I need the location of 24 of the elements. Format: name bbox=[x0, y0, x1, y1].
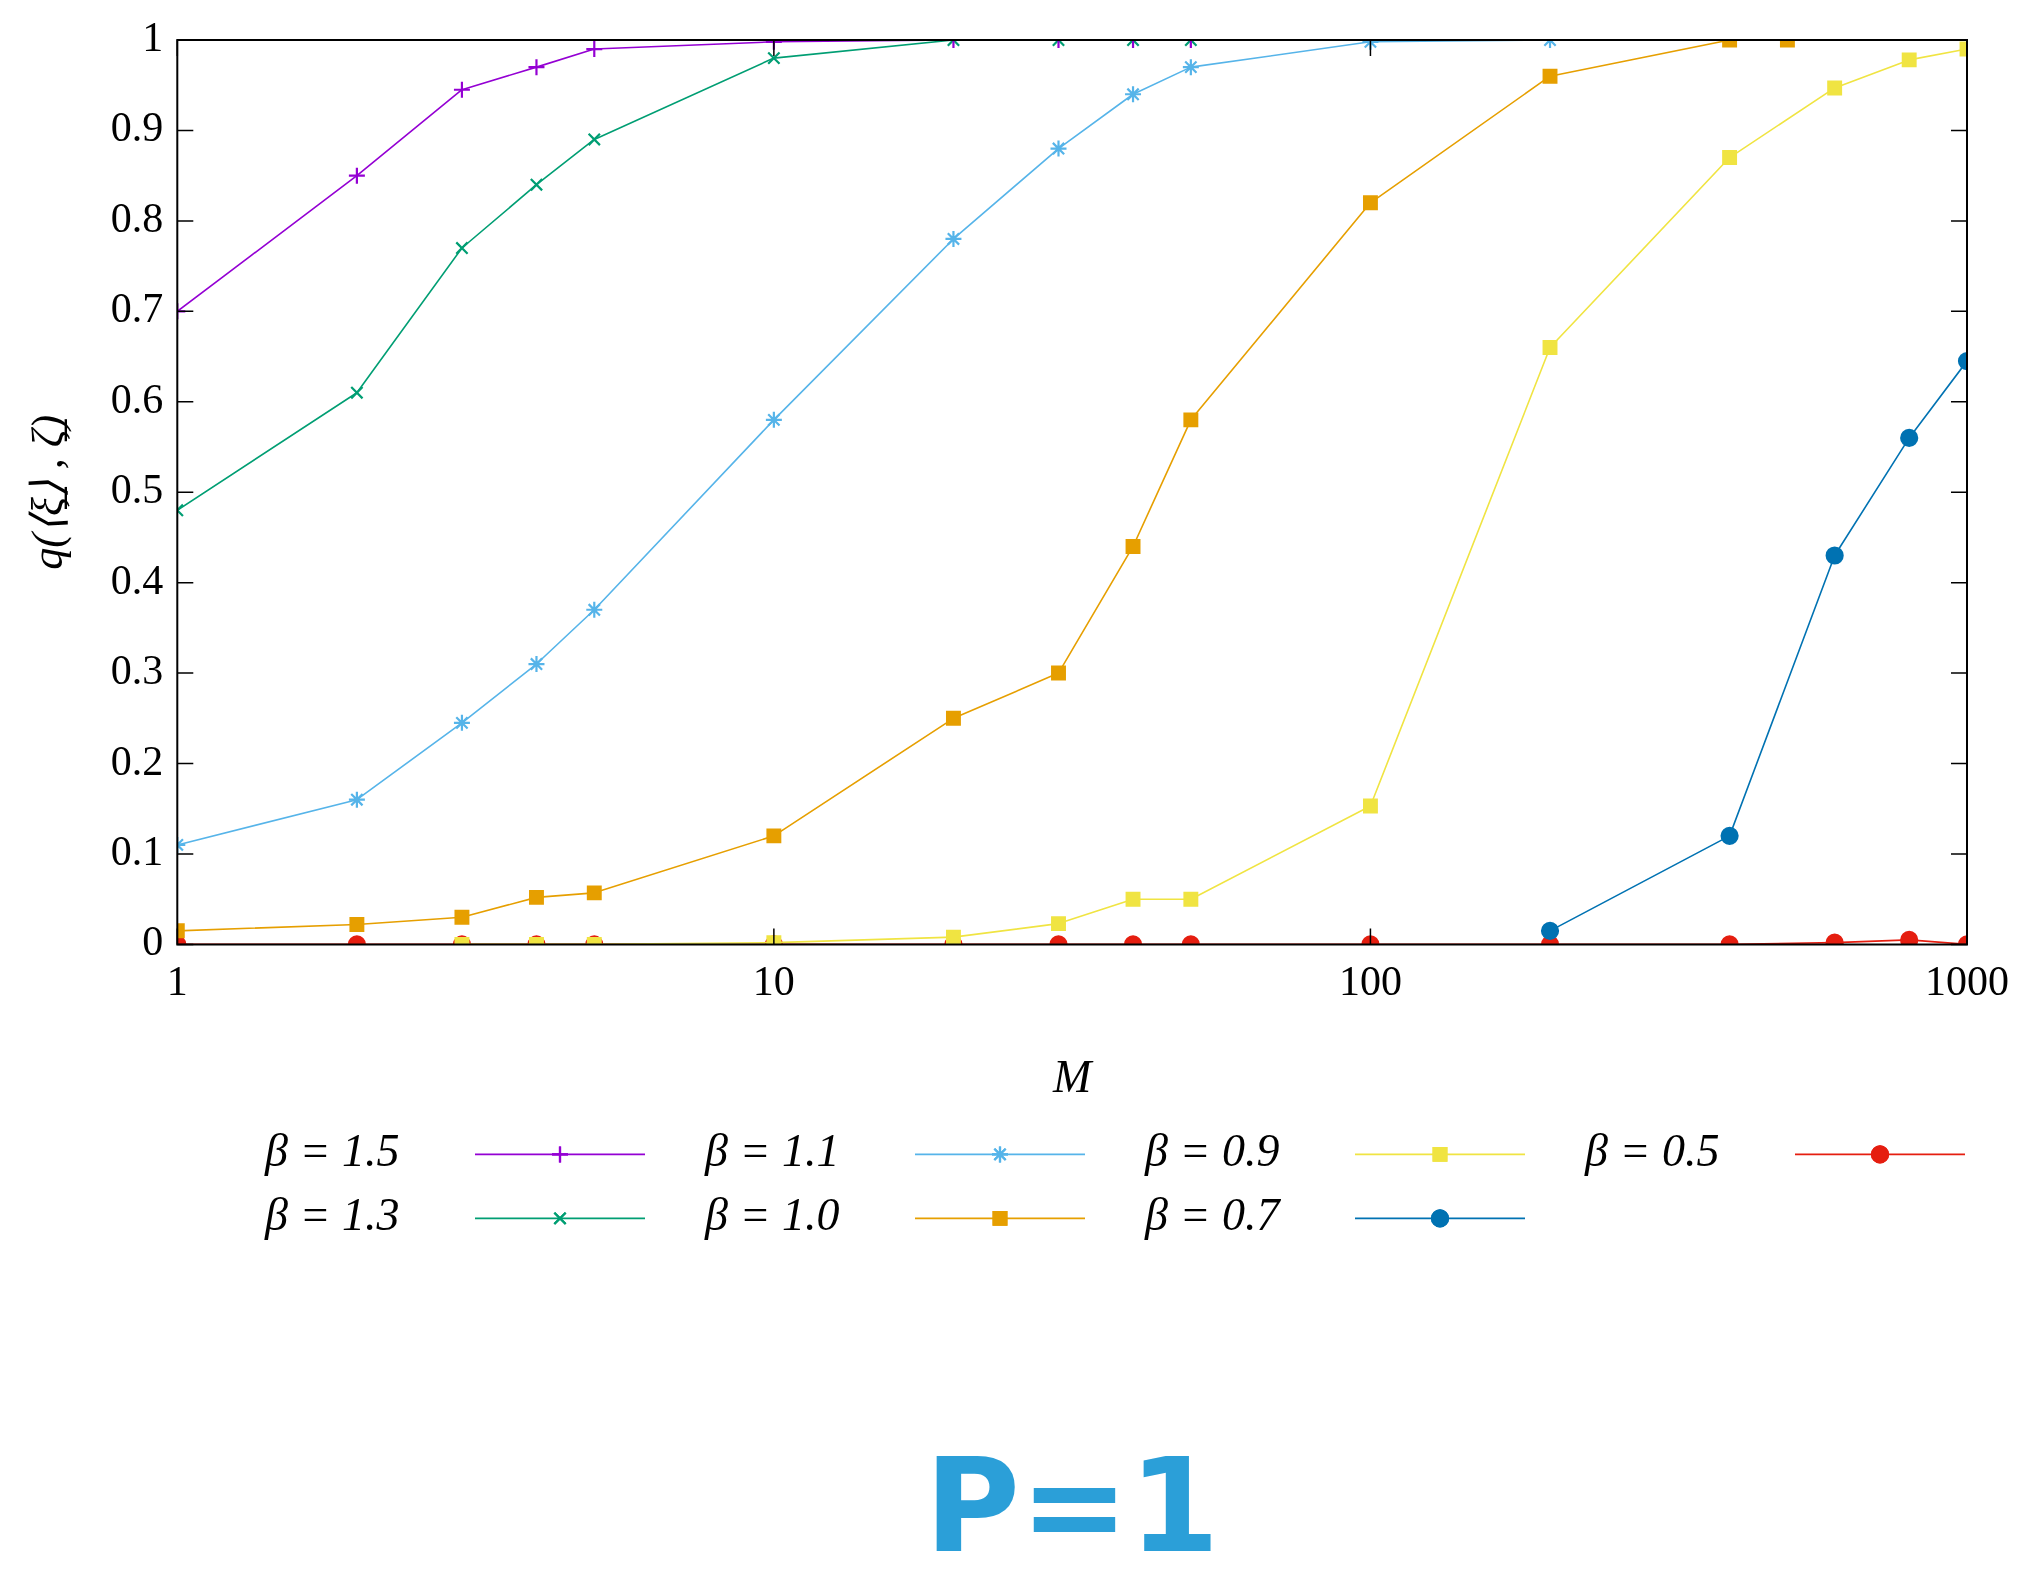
y-tick-label: 0.4 bbox=[110, 556, 164, 603]
y-tick-label: 0.3 bbox=[110, 647, 164, 694]
y-tick-label: 0.6 bbox=[110, 375, 164, 422]
legend-label: β = 1.0 bbox=[704, 1189, 840, 1241]
y-tick-label: 0.8 bbox=[110, 194, 164, 241]
y-tick-label: 0.9 bbox=[110, 104, 164, 151]
legend-label: β = 0.5 bbox=[1584, 1125, 1720, 1177]
y-tick-label: 0.1 bbox=[110, 827, 164, 874]
legend-label: β = 1.5 bbox=[264, 1125, 400, 1177]
x-tick-label: 1000 bbox=[1925, 957, 2009, 1004]
y-tick-label: 0.2 bbox=[110, 737, 164, 784]
text: P=1 bbox=[924, 1429, 1220, 1582]
x-tick-label: 10 bbox=[752, 957, 795, 1004]
y-tick-label: 0.7 bbox=[110, 285, 164, 332]
legend-label: β = 0.7 bbox=[1144, 1189, 1282, 1241]
legend-label: β = 1.1 bbox=[704, 1125, 840, 1177]
x-tick-label: 100 bbox=[1338, 957, 1402, 1004]
y-tick-label: 1 bbox=[142, 14, 164, 61]
legend-label: β = 1.3 bbox=[264, 1189, 400, 1241]
y-axis-title: q(⟨ξ̲⟩ , ζ̲) bbox=[22, 414, 72, 570]
legend-label: β = 0.9 bbox=[1144, 1125, 1280, 1177]
y-tick-label: 0 bbox=[142, 918, 164, 965]
x-axis-title: M bbox=[1051, 1051, 1094, 1103]
y-tick-label: 0.5 bbox=[110, 466, 164, 513]
